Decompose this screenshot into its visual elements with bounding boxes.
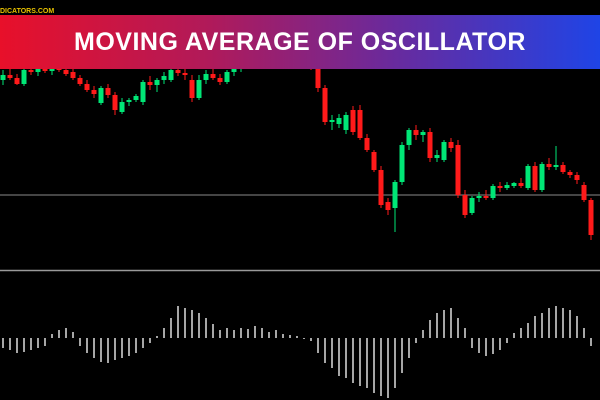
candle-body xyxy=(539,164,545,190)
candle-body xyxy=(49,67,55,71)
banner: MOVING AVERAGE OF OSCILLATOR xyxy=(0,15,600,69)
candle-body xyxy=(140,82,146,102)
candle-body xyxy=(357,110,363,138)
candle-body xyxy=(469,198,475,213)
candle-body xyxy=(385,202,391,210)
candle-body xyxy=(406,130,412,145)
candle-body xyxy=(112,95,118,110)
candle-body xyxy=(553,165,559,167)
candle-body xyxy=(567,172,573,175)
candle-body xyxy=(399,145,405,182)
banner-title: MOVING AVERAGE OF OSCILLATOR xyxy=(74,27,526,56)
candle-body xyxy=(532,166,538,190)
candle-body xyxy=(476,196,482,198)
candle-body xyxy=(77,78,83,84)
candle-body xyxy=(189,80,195,98)
candle-body xyxy=(70,72,76,78)
candle-body xyxy=(35,69,41,72)
candle-body xyxy=(560,165,566,172)
candle-body xyxy=(434,155,440,158)
candle-body xyxy=(168,70,174,80)
candle-body xyxy=(147,82,153,85)
candle-body xyxy=(98,88,104,103)
candle-body xyxy=(28,70,34,72)
candle-body xyxy=(322,88,328,122)
candle-body xyxy=(364,138,370,150)
candle-body xyxy=(336,118,342,124)
candle-body xyxy=(329,120,335,122)
candle-body xyxy=(518,183,524,186)
candle-body xyxy=(119,102,125,112)
candle-body xyxy=(161,76,167,80)
candle-body xyxy=(0,75,6,80)
candle-body xyxy=(588,200,594,235)
candle-body xyxy=(231,68,237,72)
candle-body xyxy=(378,170,384,205)
candle-body xyxy=(154,80,160,85)
candle-body xyxy=(84,84,90,90)
candle-body xyxy=(224,72,230,82)
candle-body xyxy=(455,145,461,195)
candle-body xyxy=(133,96,139,100)
candle-body xyxy=(14,78,20,84)
candle-body xyxy=(126,100,132,102)
candle-body xyxy=(7,75,13,78)
candle-body xyxy=(462,195,468,215)
candle-body xyxy=(497,186,503,188)
candle-body xyxy=(546,164,552,167)
candle-body xyxy=(504,185,510,188)
candle-body xyxy=(392,182,398,208)
candle-body xyxy=(371,152,377,170)
candle-body xyxy=(343,115,349,130)
candle-body xyxy=(413,130,419,135)
candle-body xyxy=(63,70,69,74)
candle-body xyxy=(105,88,111,95)
candle-body xyxy=(490,186,496,198)
watermark: DICATORS.COM xyxy=(0,8,55,15)
candle-body xyxy=(511,183,517,186)
candle-body xyxy=(203,74,209,80)
candle-body xyxy=(525,166,531,188)
candle-body xyxy=(182,73,188,75)
candle-body xyxy=(91,90,97,94)
candle-body xyxy=(196,80,202,98)
candle-body xyxy=(210,74,216,78)
candle-body xyxy=(175,70,181,73)
candle-body xyxy=(448,142,454,148)
candle-body xyxy=(483,196,489,198)
candle-body xyxy=(574,175,580,180)
candle-body xyxy=(350,110,356,132)
candle-body xyxy=(217,78,223,82)
candle-body xyxy=(21,70,27,84)
candle-body xyxy=(315,67,321,88)
candle-body xyxy=(42,69,48,71)
candle-body xyxy=(581,185,587,200)
candle-body xyxy=(427,132,433,158)
candle-body xyxy=(420,132,426,135)
candle-body xyxy=(441,142,447,160)
